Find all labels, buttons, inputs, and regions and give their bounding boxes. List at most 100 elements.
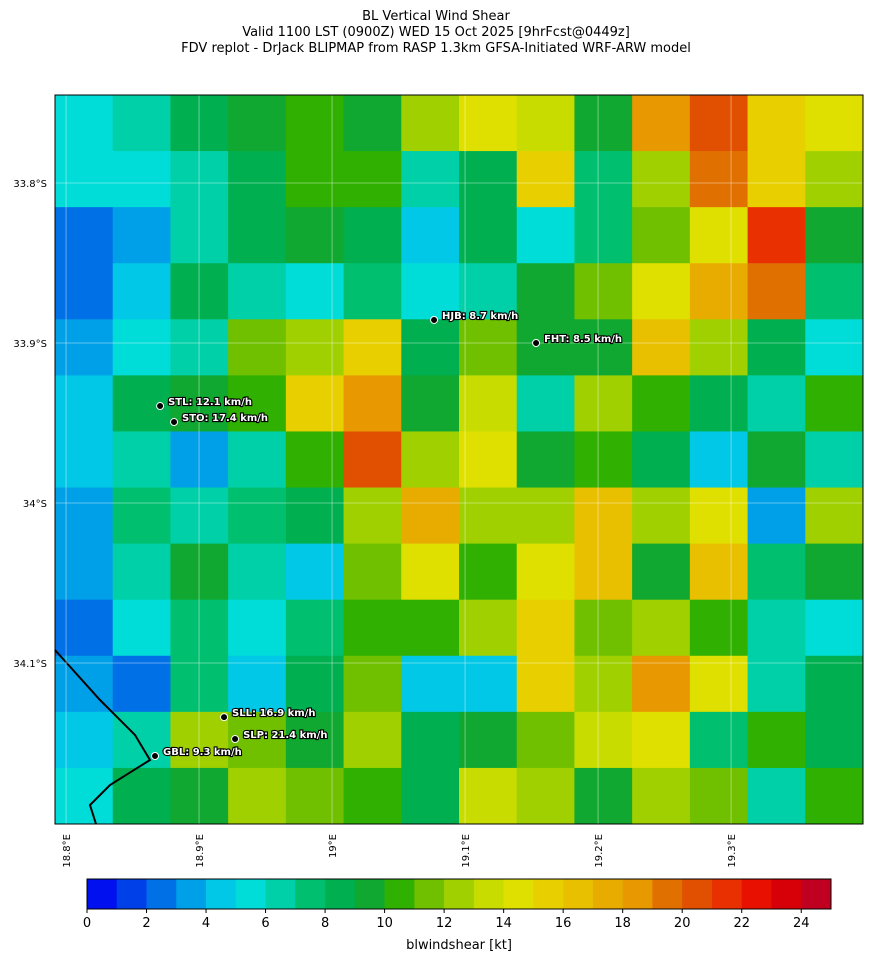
shear-cell	[747, 375, 806, 432]
shear-cell	[112, 767, 171, 825]
colorbar-label: blwindshear [kt]	[406, 938, 512, 953]
shear-cell	[805, 543, 864, 601]
shear-cell	[459, 263, 518, 320]
shear-cell	[747, 319, 806, 376]
shear-cell	[459, 95, 518, 152]
shear-cell	[632, 599, 691, 657]
title-line: Valid 1100 LST (0900Z) WED 15 Oct 2025 […	[242, 25, 630, 40]
shear-cell	[574, 711, 633, 769]
shear-cell	[285, 543, 345, 601]
shear-cell	[574, 543, 633, 601]
shear-cell	[55, 431, 114, 489]
station-marker	[170, 418, 179, 427]
colorbar-swatch	[801, 879, 832, 909]
shear-cell	[805, 319, 864, 376]
shear-cell	[632, 151, 691, 208]
shear-cell	[55, 711, 114, 769]
shear-cell	[747, 151, 806, 208]
shear-cell	[805, 263, 864, 320]
shear-cell	[632, 431, 691, 489]
shear-cell	[170, 263, 229, 320]
shear-cell	[689, 431, 749, 489]
shear-cell	[805, 431, 864, 489]
shear-cell	[55, 319, 114, 376]
station-label: HJB: 8.7 km/h	[442, 311, 518, 322]
shear-cell	[574, 95, 633, 152]
colorbar-swatch	[682, 879, 713, 909]
shear-cell	[747, 207, 806, 264]
shear-cell	[285, 711, 345, 769]
y-tick-label: 33.9°S	[13, 339, 47, 350]
shear-cell	[516, 319, 575, 376]
shear-cell	[805, 599, 864, 657]
shear-cell	[459, 487, 518, 545]
shear-cell	[747, 711, 806, 769]
shear-cell	[401, 767, 460, 825]
shear-cell	[689, 375, 749, 432]
shear-cell	[574, 767, 633, 825]
shear-cell	[632, 655, 691, 713]
shear-cell	[632, 263, 691, 320]
colorbar-tick-label: 0	[83, 916, 91, 931]
shear-cell	[632, 319, 691, 376]
shear-cell	[747, 655, 806, 713]
shear-cell	[285, 487, 345, 545]
station-label: FHT: 8.5 km/h	[544, 334, 622, 345]
shear-cell	[689, 263, 749, 320]
shear-cell	[516, 263, 575, 320]
shear-cell	[343, 655, 402, 713]
shear-cell	[112, 543, 171, 601]
shear-cell	[574, 431, 633, 489]
shear-cell	[285, 319, 345, 376]
shear-cell	[170, 151, 229, 208]
shear-cell	[401, 207, 460, 264]
shear-cell	[228, 431, 287, 489]
shear-cell	[170, 431, 229, 489]
map-frame	[54, 94, 864, 825]
shear-cell	[343, 711, 402, 769]
shear-cell	[343, 319, 402, 376]
shear-cell	[55, 767, 114, 825]
shear-cell	[516, 375, 575, 432]
colorbar-tick-label: 6	[261, 916, 269, 931]
shear-cell	[459, 319, 518, 376]
shear-cell	[459, 375, 518, 432]
shear-cell	[228, 655, 287, 713]
station-marker	[220, 713, 229, 722]
shear-cell	[805, 375, 864, 432]
colorbar-tick-label: 18	[614, 916, 631, 931]
station-marker	[156, 402, 165, 411]
shear-cell	[459, 431, 518, 489]
shear-cell	[401, 487, 460, 545]
shear-cell	[632, 767, 691, 825]
shear-cell	[343, 599, 402, 657]
colorbar-swatch	[87, 879, 118, 909]
shear-cell	[343, 207, 402, 264]
shear-cell	[228, 263, 287, 320]
shear-cell	[401, 319, 460, 376]
shear-cell	[574, 375, 633, 432]
shear-cell	[401, 151, 460, 208]
colorbar-swatch	[741, 879, 772, 909]
shear-cell	[459, 711, 518, 769]
shear-cell	[516, 207, 575, 264]
shear-cell	[55, 487, 114, 545]
station-label: GBL: 9.3 km/h	[163, 747, 242, 758]
shear-cell	[170, 375, 229, 432]
shear-cell	[574, 319, 633, 376]
shear-cell	[285, 767, 345, 825]
shear-cell	[516, 711, 575, 769]
shear-cell	[170, 655, 229, 713]
shear-cell	[689, 655, 749, 713]
y-tick-label: 33.8°S	[13, 179, 47, 190]
shear-cell	[401, 543, 460, 601]
colorbar-swatch	[116, 879, 147, 909]
x-tick-label: 18.9°E	[195, 834, 206, 868]
colorbar-tick-label: 16	[555, 916, 572, 931]
shear-cell	[228, 599, 287, 657]
shear-cell	[805, 151, 864, 208]
shear-cell	[343, 431, 402, 489]
shear-cell	[805, 655, 864, 713]
shear-cell	[112, 319, 171, 376]
